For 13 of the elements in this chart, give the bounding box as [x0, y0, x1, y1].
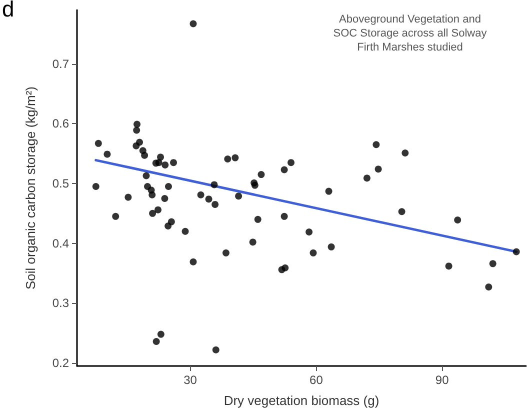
x-tick-label: 30: [184, 373, 198, 387]
y-tick-label: 0.5: [52, 176, 70, 191]
y-tick-label: 0.6: [52, 116, 70, 131]
x-axis-title: Dry vegetation biomass (g): [224, 393, 380, 408]
y-tick-label: 0.2: [52, 356, 70, 370]
y-tick-label: 0.7: [52, 56, 70, 71]
x-tick-label: 90: [435, 373, 450, 387]
text: d: [2, 0, 14, 22]
y-axis-title: Soil organic carbon storage (kg/m²): [23, 86, 38, 290]
text: Aboveground Vegetation and SOC Storage across all Solway Firth Marshes studied: [333, 14, 488, 54]
y-tick-label: 0.4: [52, 236, 70, 250]
x-tick-label: 60: [310, 373, 324, 387]
y-tick-label: 0.3: [52, 296, 70, 310]
